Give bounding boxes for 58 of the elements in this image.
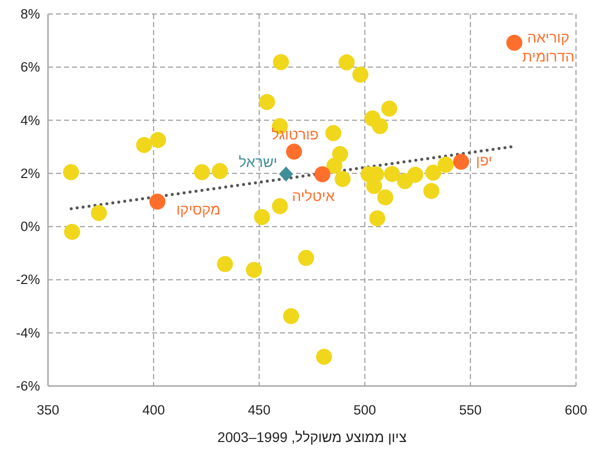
- x-axis-title: ציון ממוצע משוקלל, 1999–2003: [217, 429, 407, 445]
- point: [259, 94, 276, 110]
- point: [216, 256, 233, 272]
- annotation: מקסיקו: [176, 202, 220, 219]
- y-tick-label: -2%: [16, 272, 40, 288]
- point: [423, 182, 440, 199]
- y-tick-label: 2%: [20, 166, 40, 181]
- x-tick-label: 400: [142, 402, 165, 418]
- point: [63, 164, 80, 180]
- point: [212, 163, 228, 180]
- point: [286, 144, 302, 160]
- y-tick-label: -4%: [16, 325, 40, 340]
- point: [298, 250, 314, 266]
- annotation: ישראל: [238, 154, 278, 171]
- point: [254, 209, 270, 226]
- point: [272, 198, 288, 214]
- y-tick-label: -6%: [16, 378, 40, 394]
- point: [279, 166, 294, 182]
- point: [326, 158, 342, 174]
- annotation: קוריאה הדרומית: [522, 30, 574, 66]
- annotation: יפן: [476, 154, 492, 170]
- point: [283, 308, 300, 324]
- point: [150, 132, 166, 148]
- point: [64, 224, 80, 240]
- point: [194, 164, 210, 180]
- point: [272, 54, 289, 70]
- point: [438, 156, 454, 173]
- annotation: איטליה: [292, 189, 335, 206]
- point: [425, 164, 442, 181]
- point: [384, 166, 400, 182]
- x-tick-label: 450: [248, 402, 270, 418]
- point: [453, 154, 470, 170]
- y-tick-label: 6%: [20, 60, 40, 75]
- point: [377, 189, 394, 206]
- y-tick-label: 8%: [20, 6, 40, 22]
- x-tick-label: 550: [459, 402, 482, 418]
- point: [246, 262, 262, 278]
- point: [90, 205, 107, 222]
- point: [369, 210, 386, 226]
- point: [338, 54, 355, 70]
- point: [352, 66, 368, 83]
- point: [136, 136, 152, 153]
- x-tick-label: 500: [354, 402, 376, 418]
- point: [316, 348, 332, 365]
- point: [334, 171, 351, 188]
- point: [407, 166, 424, 183]
- point: [149, 194, 166, 210]
- point: [506, 34, 522, 51]
- annotation: פורטוגל: [271, 128, 319, 144]
- point: [314, 166, 330, 182]
- point: [332, 146, 348, 162]
- y-tick-label: 4%: [20, 112, 40, 128]
- y-tick-label: 0%: [20, 219, 40, 234]
- x-tick-label: 350: [36, 402, 60, 418]
- point: [325, 125, 342, 142]
- point: [381, 100, 398, 117]
- point: [372, 118, 388, 134]
- x-tick-label: 600: [564, 402, 588, 418]
